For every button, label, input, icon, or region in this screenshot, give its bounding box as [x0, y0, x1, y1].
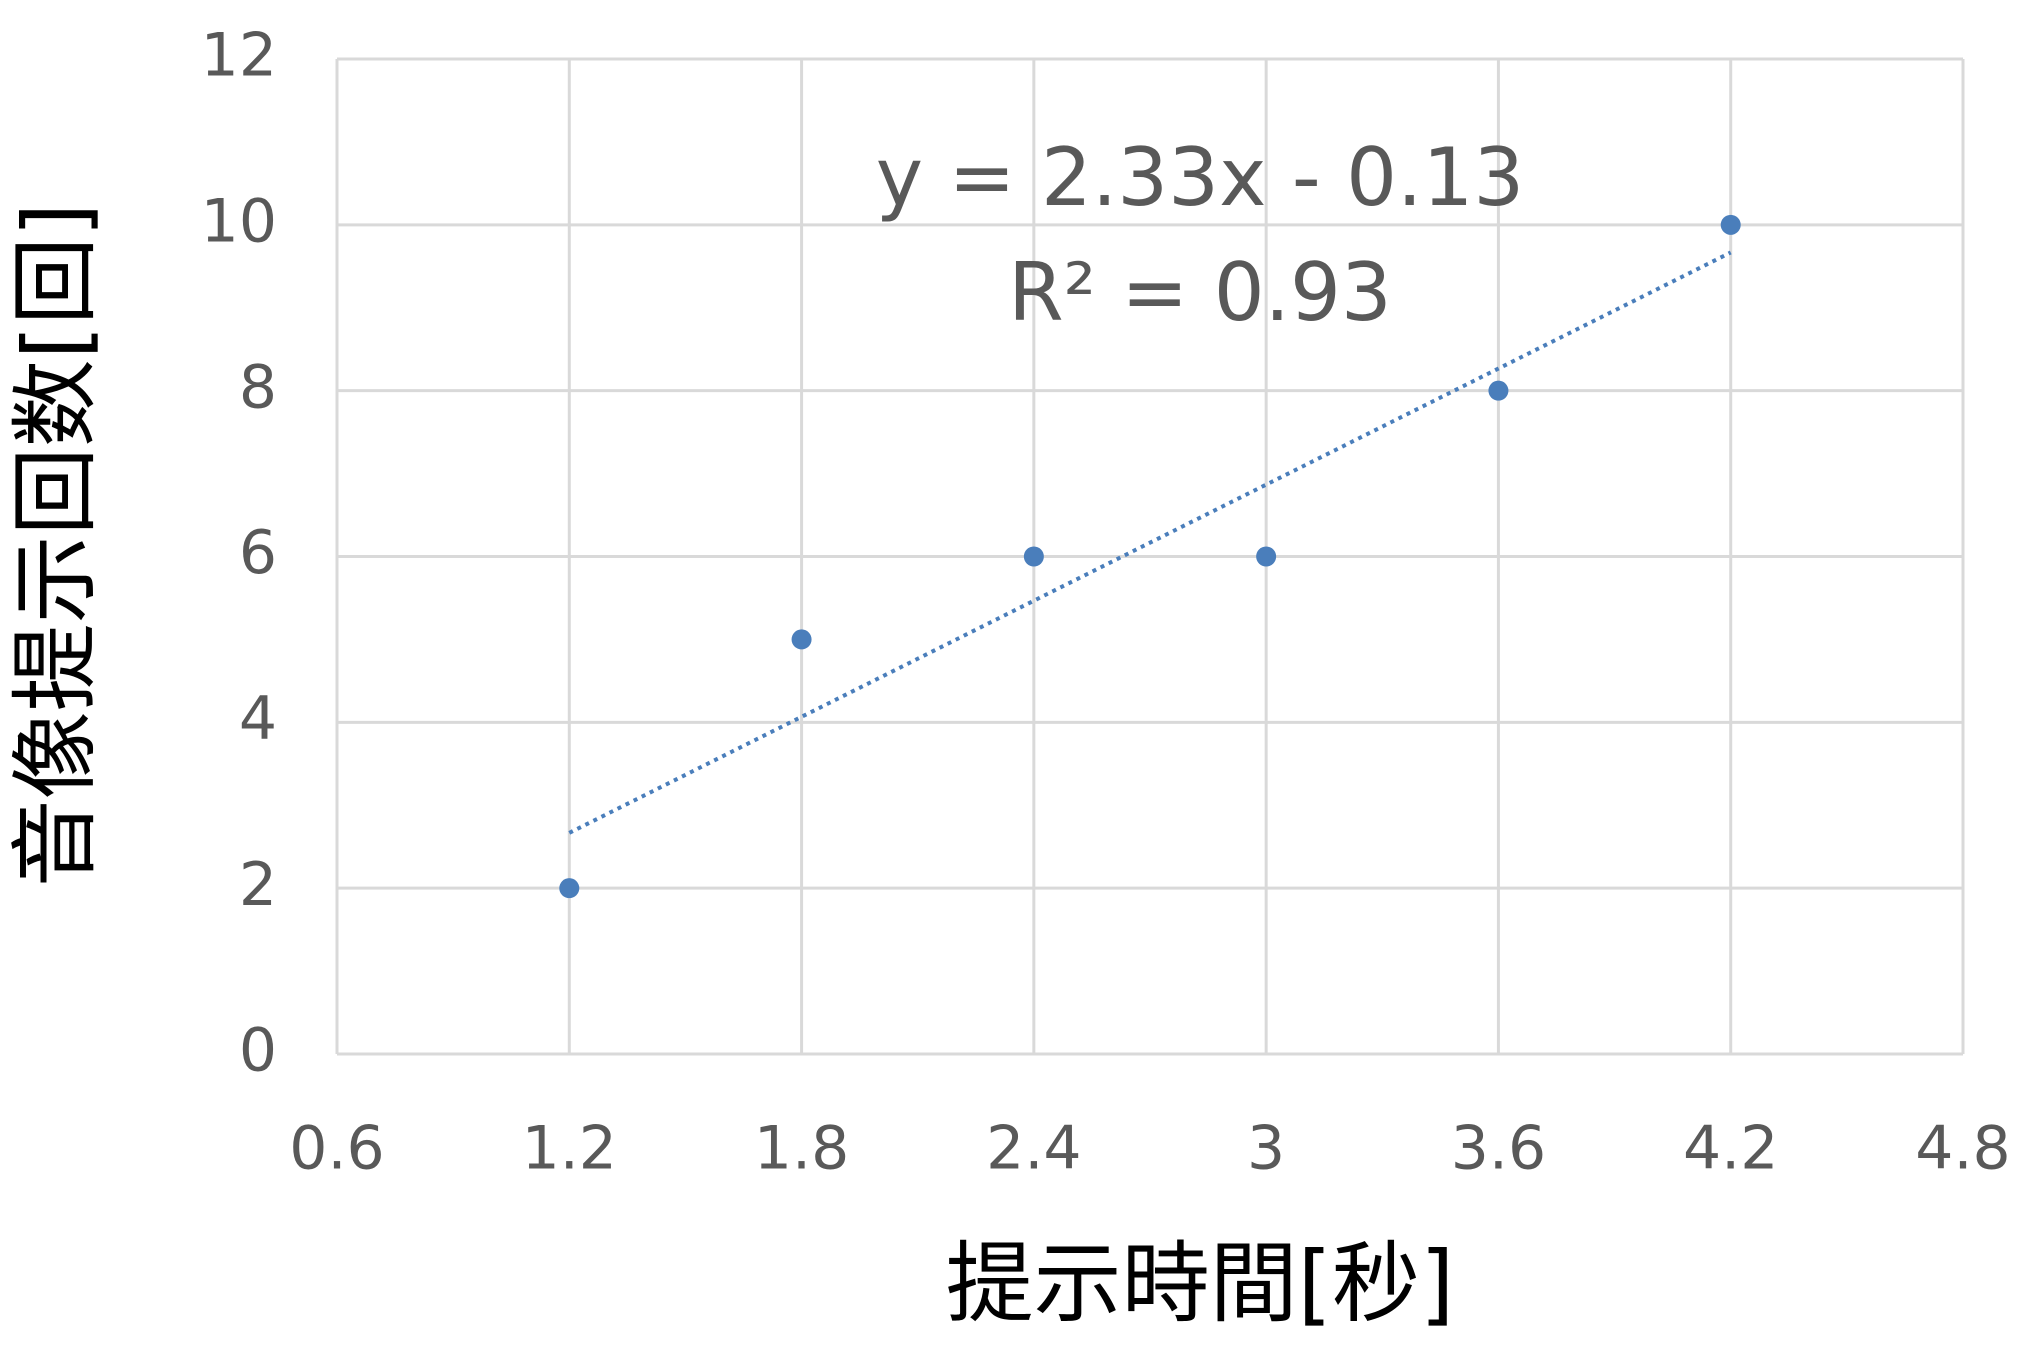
- point: [791, 629, 812, 650]
- y-tick-label: 8: [239, 352, 277, 422]
- trendline: [568, 250, 1732, 835]
- annotation: y = 2.33x - 0.13: [876, 131, 1525, 224]
- x-tick-label: 3.6: [1451, 1114, 1546, 1184]
- x-tick-label: 2.4: [986, 1114, 1081, 1184]
- y-tick-label: 10: [201, 186, 277, 256]
- point: [1023, 546, 1044, 567]
- point: [559, 878, 580, 899]
- x-tick-label: 0.6: [289, 1114, 384, 1184]
- y-tick-label: 6: [239, 518, 277, 588]
- y-tick-label: 4: [239, 684, 277, 754]
- y-axis-title: 音像提示回数[回]: [4, 203, 107, 888]
- point: [1720, 214, 1741, 235]
- x-tick-label: 1.2: [522, 1114, 617, 1184]
- x-axis-title: 提示時間[秒]: [946, 1232, 1455, 1335]
- y-tick-label: 12: [201, 21, 277, 91]
- y-tick-label: 0: [239, 1016, 277, 1086]
- annotation: R² = 0.93: [1008, 246, 1392, 339]
- y-tick-label: 2: [239, 850, 277, 920]
- x-tick-label: 4.2: [1683, 1114, 1778, 1184]
- x-tick-label: 1.8: [754, 1114, 849, 1184]
- x-tick-label: 4.8: [1915, 1114, 2010, 1184]
- point: [1488, 380, 1509, 401]
- point: [1256, 546, 1277, 567]
- x-tick-label: 3: [1247, 1114, 1285, 1184]
